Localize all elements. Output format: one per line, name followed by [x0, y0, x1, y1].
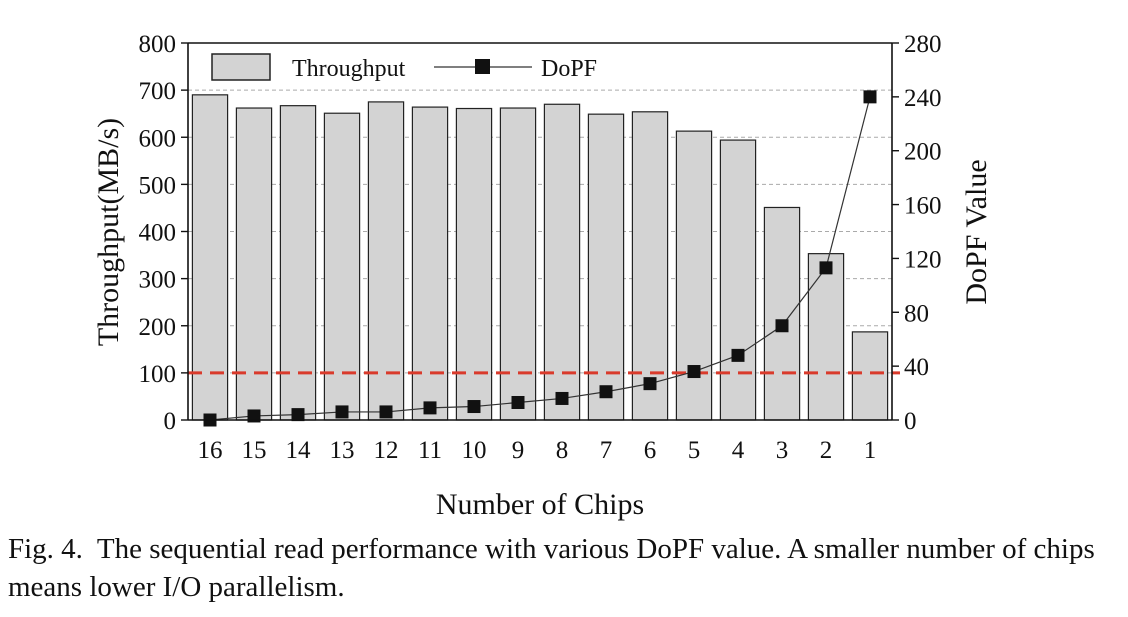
dopf-point-11	[423, 401, 437, 415]
dopf-point-12	[379, 405, 393, 419]
bar-9	[499, 107, 537, 421]
dopf-point-8	[555, 391, 569, 405]
caption-label: Fig. 4.	[8, 533, 83, 565]
y-axis-title-right: DoPF Value	[960, 159, 993, 304]
y-tick-label-left-800: 800	[139, 31, 177, 58]
y-tick-label-right-0: 0	[904, 408, 917, 435]
x-tick-label-3: 3	[776, 437, 789, 464]
bar-4	[719, 139, 757, 421]
x-tick-label-8: 8	[556, 437, 569, 464]
y-tick-label-right-160: 160	[904, 193, 942, 220]
dopf-point-7	[599, 385, 613, 399]
y-tick-label-left-0: 0	[164, 408, 177, 435]
caption-text: The sequential read performance with var…	[8, 533, 1102, 603]
y-tick-label-right-200: 200	[904, 139, 942, 166]
legend: Throughput DoPF	[211, 53, 597, 82]
dopf-point-5	[687, 365, 701, 379]
y-tick-label-left-300: 300	[139, 267, 177, 294]
x-tick-label-4: 4	[732, 437, 745, 464]
bar-10	[455, 107, 493, 421]
x-tick-label-15: 15	[242, 437, 267, 464]
dopf-line	[209, 96, 871, 421]
bar-8	[543, 103, 581, 421]
x-tick-label-12: 12	[374, 437, 399, 464]
x-tick-label-16: 16	[198, 437, 223, 464]
y-tick-label-right-80: 80	[904, 300, 929, 327]
bar-6	[631, 111, 669, 421]
dopf-point-13	[335, 405, 349, 419]
y-axis-title-left: Throughput(MB/s)	[92, 118, 125, 346]
y-tick-label-left-400: 400	[139, 220, 177, 247]
dopf-point-2	[819, 261, 833, 275]
y-tick-label-left-200: 200	[139, 314, 177, 341]
legend-marker-swatch	[475, 59, 490, 74]
chart: 0 100 200 300 400 500 600 700 800 0 40 80 120 160 200 2…	[92, 31, 993, 521]
y-tick-label-right-280: 280	[904, 31, 942, 58]
y-tick-label-left-100: 100	[139, 361, 177, 388]
y-tick-label-left-700: 700	[139, 78, 177, 105]
x-tick-label-5: 5	[688, 437, 701, 464]
x-tick-label-14: 14	[286, 437, 312, 464]
x-tick-label-10: 10	[462, 437, 487, 464]
x-tick-label-13: 13	[330, 437, 355, 464]
bar-13	[323, 112, 361, 421]
bar-16	[191, 94, 229, 421]
bar-1	[851, 331, 889, 421]
dopf-line-group	[203, 90, 877, 427]
y-tick-label-right-120: 120	[904, 246, 942, 273]
legend-bar-swatch	[211, 53, 271, 81]
dopf-point-6	[643, 377, 657, 391]
y-tick-label-left-500: 500	[139, 172, 177, 199]
dopf-point-4	[731, 348, 745, 362]
bar-3	[763, 206, 801, 421]
x-tick-label-11: 11	[418, 437, 442, 464]
legend-label-dopf: DoPF	[541, 56, 597, 82]
bar-15	[235, 107, 273, 421]
dopf-point-9	[511, 395, 525, 409]
dopf-point-14	[291, 408, 305, 422]
dopf-point-10	[467, 400, 481, 414]
y-tick-label-left-600: 600	[139, 125, 177, 152]
y-tick-label-right-240: 240	[904, 85, 942, 112]
x-tick-label-7: 7	[600, 437, 613, 464]
bar-11	[411, 106, 449, 421]
legend-label-throughput: Throughput	[292, 56, 406, 82]
bar-7	[587, 113, 625, 421]
figure-caption: Fig. 4. The sequential read performance …	[8, 530, 1118, 606]
tick-labels: 0 100 200 300 400 500 600 700 800 0 40 80 120 160 200 2…	[139, 31, 942, 464]
x-tick-label-9: 9	[512, 437, 525, 464]
throughput-bars	[191, 94, 889, 421]
axes	[181, 42, 899, 421]
dopf-point-3	[775, 319, 789, 333]
dopf-point-1	[863, 90, 877, 104]
y-tick-label-right-40: 40	[904, 354, 929, 381]
x-tick-label-6: 6	[644, 437, 657, 464]
bar-2	[807, 253, 845, 421]
bar-12	[367, 101, 405, 421]
x-axis-title: Number of Chips	[436, 488, 644, 521]
x-tick-label-1: 1	[864, 437, 877, 464]
bar-14	[279, 105, 317, 421]
x-tick-label-2: 2	[820, 437, 833, 464]
